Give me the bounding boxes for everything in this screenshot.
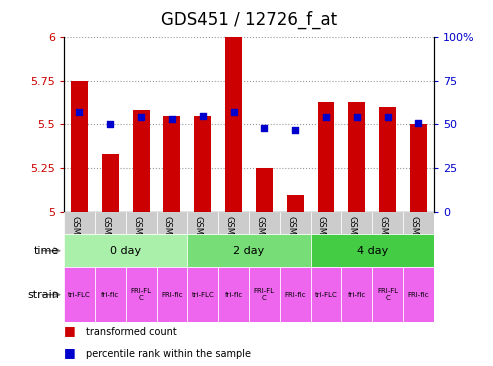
- Text: GDS451 / 12726_f_at: GDS451 / 12726_f_at: [161, 11, 337, 29]
- Point: [230, 109, 238, 115]
- Bar: [311, 212, 341, 234]
- Bar: [126, 267, 157, 322]
- Bar: [410, 124, 427, 212]
- Point: [75, 109, 83, 115]
- Point: [384, 115, 391, 120]
- Text: ■: ■: [64, 346, 80, 359]
- Bar: [218, 212, 249, 234]
- Point: [415, 120, 423, 126]
- Text: 4 day: 4 day: [356, 246, 388, 256]
- Bar: [64, 267, 95, 322]
- Bar: [379, 107, 396, 212]
- Text: fri-flc: fri-flc: [348, 292, 366, 298]
- Text: GSM8879: GSM8879: [409, 216, 419, 256]
- Text: FRI-FL
C: FRI-FL C: [377, 288, 398, 301]
- Text: tri-FLC: tri-FLC: [315, 292, 337, 298]
- Bar: [164, 116, 180, 212]
- Bar: [372, 267, 403, 322]
- Bar: [157, 267, 187, 322]
- Bar: [102, 154, 119, 212]
- Bar: [187, 212, 218, 234]
- Point: [353, 115, 361, 120]
- Bar: [317, 102, 334, 212]
- Text: FRI-flc: FRI-flc: [284, 292, 306, 298]
- Bar: [187, 234, 311, 267]
- Text: GSM8872: GSM8872: [224, 216, 234, 256]
- Text: time: time: [34, 246, 59, 256]
- Text: FRI-FL
C: FRI-FL C: [131, 288, 152, 301]
- Bar: [71, 81, 88, 212]
- Bar: [311, 267, 341, 322]
- Bar: [287, 195, 304, 212]
- Text: GSM8873: GSM8873: [348, 216, 357, 256]
- Bar: [64, 212, 95, 234]
- Bar: [133, 111, 149, 212]
- Point: [322, 115, 330, 120]
- Text: FRI-FL
C: FRI-FL C: [254, 288, 275, 301]
- Point: [199, 113, 207, 119]
- Text: tri-FLC: tri-FLC: [68, 292, 91, 298]
- Bar: [225, 37, 242, 212]
- Text: fri-flc: fri-flc: [224, 292, 243, 298]
- Bar: [341, 267, 372, 322]
- Point: [168, 116, 176, 122]
- Bar: [280, 267, 311, 322]
- Text: percentile rank within the sample: percentile rank within the sample: [86, 349, 251, 359]
- Text: 2 day: 2 day: [233, 246, 265, 256]
- Text: GSM8871: GSM8871: [101, 216, 110, 256]
- Bar: [187, 267, 218, 322]
- Bar: [403, 212, 434, 234]
- Text: FRI-flc: FRI-flc: [161, 292, 183, 298]
- Bar: [194, 116, 211, 212]
- Bar: [403, 267, 434, 322]
- Bar: [95, 212, 126, 234]
- Bar: [349, 102, 365, 212]
- Point: [137, 115, 145, 120]
- Bar: [372, 212, 403, 234]
- Bar: [126, 212, 157, 234]
- Text: GSM8869: GSM8869: [194, 216, 203, 256]
- Text: 0 day: 0 day: [110, 246, 141, 256]
- Text: transformed count: transformed count: [86, 327, 177, 337]
- Point: [260, 125, 268, 131]
- Bar: [256, 168, 273, 212]
- Bar: [280, 212, 311, 234]
- Text: FRI-flc: FRI-flc: [408, 292, 429, 298]
- Text: strain: strain: [27, 290, 59, 300]
- Text: GSM8874: GSM8874: [132, 216, 141, 256]
- Bar: [157, 212, 187, 234]
- Text: GSM8876: GSM8876: [379, 216, 387, 256]
- Bar: [64, 234, 187, 267]
- Point: [106, 122, 114, 127]
- Bar: [249, 267, 280, 322]
- Text: GSM8875: GSM8875: [255, 216, 264, 256]
- Bar: [249, 212, 280, 234]
- Text: GSM8868: GSM8868: [70, 216, 79, 256]
- Text: tri-FLC: tri-FLC: [191, 292, 214, 298]
- Point: [291, 127, 299, 132]
- Bar: [311, 234, 434, 267]
- Text: GSM8870: GSM8870: [317, 216, 326, 256]
- Text: GSM8878: GSM8878: [286, 216, 295, 256]
- Text: GSM8877: GSM8877: [163, 216, 172, 256]
- Bar: [95, 267, 126, 322]
- Text: ■: ■: [64, 324, 80, 337]
- Bar: [218, 267, 249, 322]
- Bar: [341, 212, 372, 234]
- Text: fri-flc: fri-flc: [101, 292, 119, 298]
